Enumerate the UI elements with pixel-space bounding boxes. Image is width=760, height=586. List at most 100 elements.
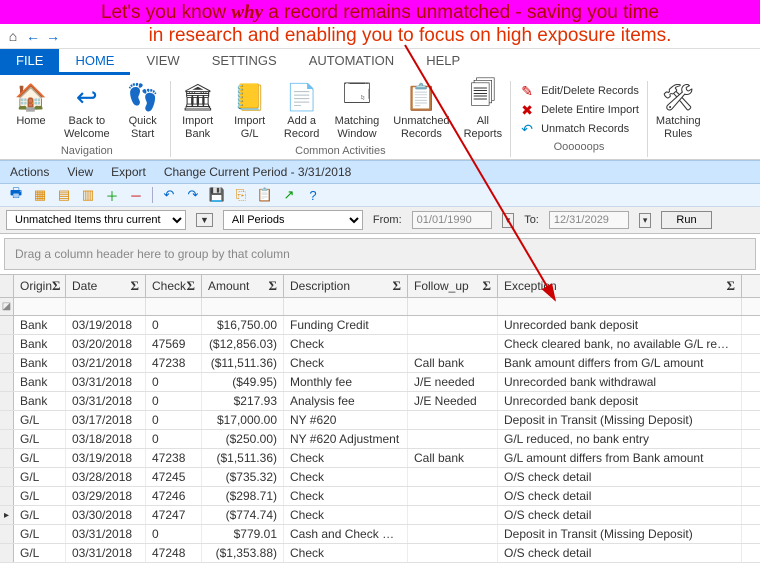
cell-amount: $17,000.00 xyxy=(202,411,284,429)
table-row[interactable]: Bank03/20/201847569($12,856.03)CheckChec… xyxy=(0,335,760,354)
dropdown-icon[interactable]: ▼ xyxy=(196,213,213,227)
change-period[interactable]: Change Current Period - 3/31/2018 xyxy=(164,165,351,179)
all-reports-button[interactable]: 🗐All Reports xyxy=(464,81,503,141)
back-welcome-button[interactable]: ↩Back to Welcome xyxy=(64,81,110,141)
actions-menu[interactable]: Actions xyxy=(10,165,49,179)
col-origin[interactable]: OriginΣ xyxy=(14,275,66,297)
table-row[interactable]: G/L03/19/201847238($1,511.36)CheckCall b… xyxy=(0,449,760,468)
save-icon[interactable]: 💾 xyxy=(209,187,225,203)
table-row[interactable]: G/L03/28/201847245($735.32)CheckO/S chec… xyxy=(0,468,760,487)
import-gl-button[interactable]: 📒Import G/L xyxy=(231,81,269,141)
matching-rules-button[interactable]: 🛠Matching Rules xyxy=(656,81,701,141)
table-row[interactable]: Bank03/21/201847238($11,511.36)CheckCall… xyxy=(0,354,760,373)
delete-import-button[interactable]: ✖Delete Entire Import xyxy=(519,102,639,118)
table-row[interactable]: Bank03/19/20180$16,750.00Funding CreditU… xyxy=(0,316,760,335)
cell-followup xyxy=(408,525,498,543)
table-row[interactable]: Bank03/31/20180($49.95)Monthly feeJ/E ne… xyxy=(0,373,760,392)
add-record-button[interactable]: 📄Add a Record xyxy=(283,81,321,141)
undo-icon[interactable]: ↶ xyxy=(161,187,177,203)
export-menu[interactable]: Export xyxy=(111,165,146,179)
cell-followup xyxy=(408,430,498,448)
col-description[interactable]: DescriptionΣ xyxy=(284,275,408,297)
table-row[interactable]: G/L03/31/20180$779.01Cash and Check Depo… xyxy=(0,525,760,544)
tab-settings[interactable]: SETTINGS xyxy=(196,49,293,75)
sigma-icon[interactable]: Σ xyxy=(727,278,736,294)
tab-home[interactable]: HOME xyxy=(59,49,130,75)
redo-icon[interactable]: ↷ xyxy=(185,187,201,203)
quick-start-button[interactable]: 👣Quick Start xyxy=(124,81,162,141)
col-exception[interactable]: ExceptionΣ xyxy=(498,275,742,297)
grid2-icon[interactable]: ▤ xyxy=(56,187,72,203)
label: Check xyxy=(152,279,186,293)
cell-description: Check xyxy=(284,354,408,372)
table-row[interactable]: G/L03/18/20180($250.00)NY #620 Adjustmen… xyxy=(0,430,760,449)
grid-filter-row[interactable]: ◪ xyxy=(0,298,760,316)
sigma-icon[interactable]: Σ xyxy=(131,278,140,294)
table-row[interactable]: Bank03/31/20180$217.93Analysis feeJ/E Ne… xyxy=(0,392,760,411)
row-marker xyxy=(0,449,14,467)
tab-automation[interactable]: AUTOMATION xyxy=(293,49,410,75)
grid3-icon[interactable]: ▥ xyxy=(80,187,96,203)
grid1-icon[interactable]: ▦ xyxy=(32,187,48,203)
cell-check: 0 xyxy=(146,525,202,543)
banner-line2: in research and enabling you to focus on… xyxy=(64,25,756,47)
back-icon[interactable]: ← xyxy=(24,27,42,45)
table-row[interactable]: G/L03/31/201847248($1,353.88)CheckO/S ch… xyxy=(0,544,760,563)
cell-description: Check xyxy=(284,449,408,467)
sigma-icon[interactable]: Σ xyxy=(52,278,61,294)
from-date[interactable] xyxy=(412,211,492,229)
dropdown-icon[interactable]: ▾ xyxy=(502,213,515,228)
cell-description: Cash and Check Depo… xyxy=(284,525,408,543)
add-icon[interactable]: ＋ xyxy=(104,187,120,203)
copy-icon[interactable]: ⎘ xyxy=(233,187,249,203)
unmatch-records-button[interactable]: ↶Unmatch Records xyxy=(519,121,639,137)
home-button[interactable]: 🏠Home xyxy=(12,81,50,128)
col-date[interactable]: DateΣ xyxy=(66,275,146,297)
edit-delete-button[interactable]: ✎Edit/Delete Records xyxy=(519,83,639,99)
cell-description: Check xyxy=(284,468,408,486)
table-row[interactable]: G/L03/17/20180$17,000.00NY #620Deposit i… xyxy=(0,411,760,430)
view-menu[interactable]: View xyxy=(67,165,93,179)
sigma-icon[interactable]: Σ xyxy=(187,278,196,294)
matching-window-button[interactable]: 🗔Matching Window xyxy=(335,81,380,141)
cell-origin: Bank xyxy=(14,373,66,391)
cell-date: 03/28/2018 xyxy=(66,468,146,486)
col-check[interactable]: CheckΣ xyxy=(146,275,202,297)
export-icon[interactable]: ↗ xyxy=(281,187,297,203)
row-marker xyxy=(0,430,14,448)
tab-file[interactable]: FILE xyxy=(0,49,59,75)
group-by-hint[interactable]: Drag a column header here to group by th… xyxy=(4,238,756,270)
row-marker xyxy=(0,373,14,391)
col-amount[interactable]: Amount Σ xyxy=(202,275,284,297)
import-bank-button[interactable]: 🏛Import Bank xyxy=(179,81,217,141)
sigma-icon[interactable]: Σ xyxy=(269,278,278,294)
label: Amount xyxy=(208,279,249,293)
cell-check: 47247 xyxy=(146,506,202,524)
print-icon[interactable]: 🖶 xyxy=(8,187,24,203)
tab-help[interactable]: HELP xyxy=(410,49,476,75)
sigma-icon[interactable]: Σ xyxy=(393,278,402,294)
col-followup[interactable]: Follow_upΣ xyxy=(408,275,498,297)
table-row[interactable]: G/L03/29/201847246($298.71)CheckO/S chec… xyxy=(0,487,760,506)
run-button[interactable]: Run xyxy=(661,211,711,229)
table-row[interactable]: ▸G/L03/30/201847247($774.74)CheckO/S che… xyxy=(0,506,760,525)
row-marker xyxy=(0,544,14,562)
alert-doc-icon: 📋 xyxy=(405,81,437,113)
home-icon[interactable]: ⌂ xyxy=(4,27,22,45)
filter-icon[interactable]: ◪ xyxy=(0,298,14,315)
cell-amount: ($12,856.03) xyxy=(202,335,284,353)
to-date[interactable] xyxy=(549,211,629,229)
paste-icon[interactable]: 📋 xyxy=(257,187,273,203)
scope-select[interactable]: Unmatched Items thru current xyxy=(6,210,186,230)
tab-view[interactable]: VIEW xyxy=(130,49,195,75)
dropdown-icon[interactable]: ▾ xyxy=(639,213,652,228)
remove-icon[interactable]: － xyxy=(128,187,144,203)
sigma-icon[interactable]: Σ xyxy=(483,278,492,294)
ribbon-group-navigation: 🏠Home ↩Back to Welcome 👣Quick Start Navi… xyxy=(4,81,171,157)
forward-icon[interactable]: → xyxy=(44,27,62,45)
cell-amount: $16,750.00 xyxy=(202,316,284,334)
periods-select[interactable]: All Periods xyxy=(223,210,363,230)
help-icon[interactable]: ? xyxy=(305,187,321,203)
unmatched-records-button[interactable]: 📋Unmatched Records xyxy=(393,81,449,141)
cell-description: NY #620 Adjustment xyxy=(284,430,408,448)
